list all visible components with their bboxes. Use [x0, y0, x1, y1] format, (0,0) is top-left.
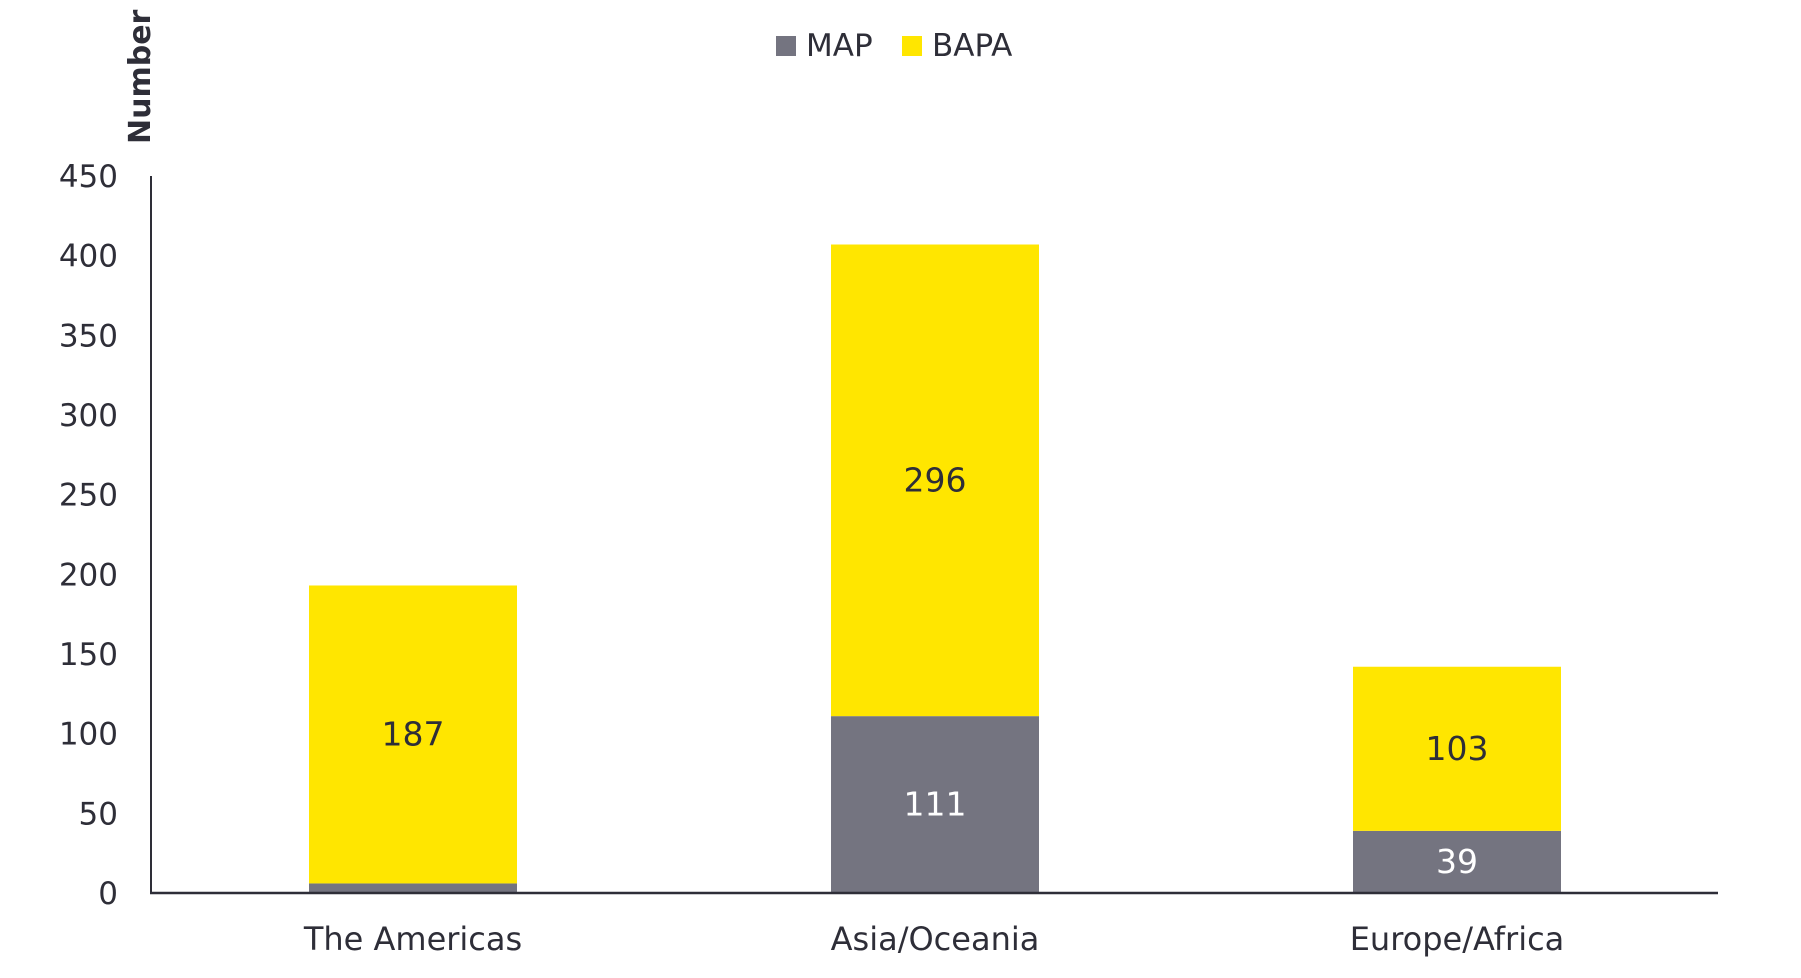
x-tick-label: Asia/Oceania: [831, 920, 1040, 958]
bar-map: [831, 716, 1039, 893]
x-tick-label: Europe/Africa: [1350, 920, 1565, 958]
x-axis-labels: The Americas Asia/Oceania Europe/Africa: [303, 920, 1564, 958]
y-tick-label: 250: [59, 478, 118, 514]
data-label-bapa: 187: [382, 714, 445, 753]
legend-label-bapa: BAPA: [932, 28, 1012, 64]
bars: 618711129639103: [309, 244, 1561, 893]
x-tick-label: The Americas: [303, 920, 522, 958]
data-label-bapa: 103: [1426, 729, 1489, 768]
bar-bapa: [831, 244, 1039, 717]
y-tick-label: 200: [59, 557, 118, 593]
y-tick-label: 300: [59, 398, 118, 434]
y-tick-label: 400: [59, 239, 118, 275]
legend-swatch-bapa: [902, 36, 922, 56]
data-label-map: 39: [1436, 842, 1478, 881]
data-label-bapa: 296: [904, 460, 967, 499]
y-axis-ticks: 0 50 100 150 200 250 300 350 400 450: [59, 159, 118, 912]
y-tick-label: 450: [59, 159, 118, 195]
y-tick-label: 50: [79, 796, 118, 832]
bar-bapa: [309, 585, 517, 884]
bar-map: [309, 883, 517, 893]
legend: MAP BAPA: [776, 28, 1012, 64]
y-tick-label: 0: [98, 876, 118, 912]
bar-bapa: [1353, 666, 1561, 831]
legend-label-map: MAP: [806, 28, 873, 64]
y-tick-label: 100: [59, 717, 118, 753]
y-tick-label: 150: [59, 637, 118, 673]
bar-map: [1353, 830, 1561, 893]
data-label-map: 111: [904, 785, 967, 824]
legend-swatch-map: [776, 36, 796, 56]
y-axis-title: Number: [123, 9, 158, 144]
y-tick-label: 350: [59, 318, 118, 354]
